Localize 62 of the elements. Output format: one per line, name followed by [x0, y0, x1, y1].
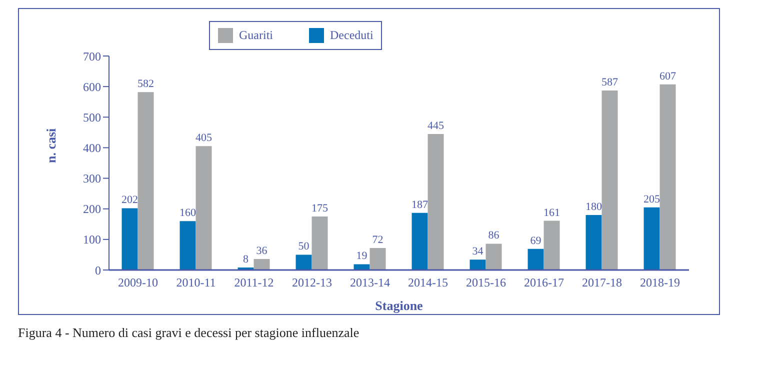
y-tick-label: 600	[83, 80, 101, 94]
x-tick-label: 2009-10	[118, 276, 158, 290]
data-label: 86	[488, 230, 500, 242]
bar	[586, 214, 602, 270]
bar	[470, 260, 486, 270]
x-tick-label: 2011-12	[234, 276, 274, 290]
data-label: 36	[256, 244, 268, 257]
data-label: 405	[196, 132, 213, 144]
data-label: 445	[428, 120, 445, 132]
x-tick-label: 2013-14	[350, 276, 390, 290]
bar	[660, 84, 676, 270]
data-label: 8	[243, 254, 250, 266]
bar	[428, 134, 444, 270]
y-tick-label: 100	[83, 232, 101, 247]
data-label: 180	[586, 200, 603, 213]
data-label: 187	[412, 198, 429, 211]
data-label: 175	[312, 202, 329, 214]
x-tick-label: 2010-11	[176, 276, 216, 290]
y-tick-label: 500	[83, 110, 101, 124]
data-label: 607	[660, 70, 677, 82]
x-tick-label: 2015-16	[466, 276, 506, 290]
y-tick-label: 200	[83, 202, 101, 216]
bar	[180, 221, 196, 270]
bar	[528, 248, 544, 270]
bar	[486, 244, 502, 270]
data-label: 160	[180, 207, 197, 220]
x-axis-title: Stagione	[375, 298, 424, 313]
bar	[138, 92, 154, 270]
bar	[644, 207, 660, 270]
legend-label: Deceduti	[329, 28, 374, 43]
y-tick-label: 400	[83, 140, 101, 155]
data-label: 34	[472, 246, 484, 258]
x-tick-label: 2017-18	[582, 276, 622, 290]
data-label: 161	[544, 206, 560, 219]
bar	[196, 146, 212, 270]
data-label: 587	[602, 76, 619, 89]
data-label: 19	[356, 250, 368, 262]
bar	[370, 248, 386, 270]
text: Figura 4 - Numero di casi gravi e decessi per stagione influenzale	[18, 325, 360, 341]
data-label: 205	[644, 193, 661, 206]
x-tick-label: 2018-19	[640, 276, 680, 290]
data-label: 69	[530, 234, 542, 247]
y-tick-label: 700	[83, 49, 101, 64]
legend-label: Guariti	[238, 28, 273, 43]
bar	[296, 254, 312, 270]
x-tick-label: 2016-17	[524, 276, 564, 290]
x-tick-label: 2012-13	[292, 276, 332, 290]
data-label: 202	[122, 194, 138, 206]
data-label: 50	[298, 240, 310, 253]
bar	[412, 212, 428, 270]
bar	[354, 264, 370, 270]
y-tick-label: 300	[83, 172, 101, 186]
bar	[312, 216, 328, 270]
y-axis-title: n. casi	[44, 128, 59, 163]
bar	[602, 90, 618, 270]
bar	[544, 220, 560, 270]
bar	[122, 208, 138, 270]
x-tick-label: 2014-15	[408, 276, 448, 290]
bar	[254, 258, 270, 270]
data-label: 582	[138, 78, 154, 90]
y-tick-label: 0	[95, 263, 101, 278]
data-label: 72	[372, 234, 384, 246]
